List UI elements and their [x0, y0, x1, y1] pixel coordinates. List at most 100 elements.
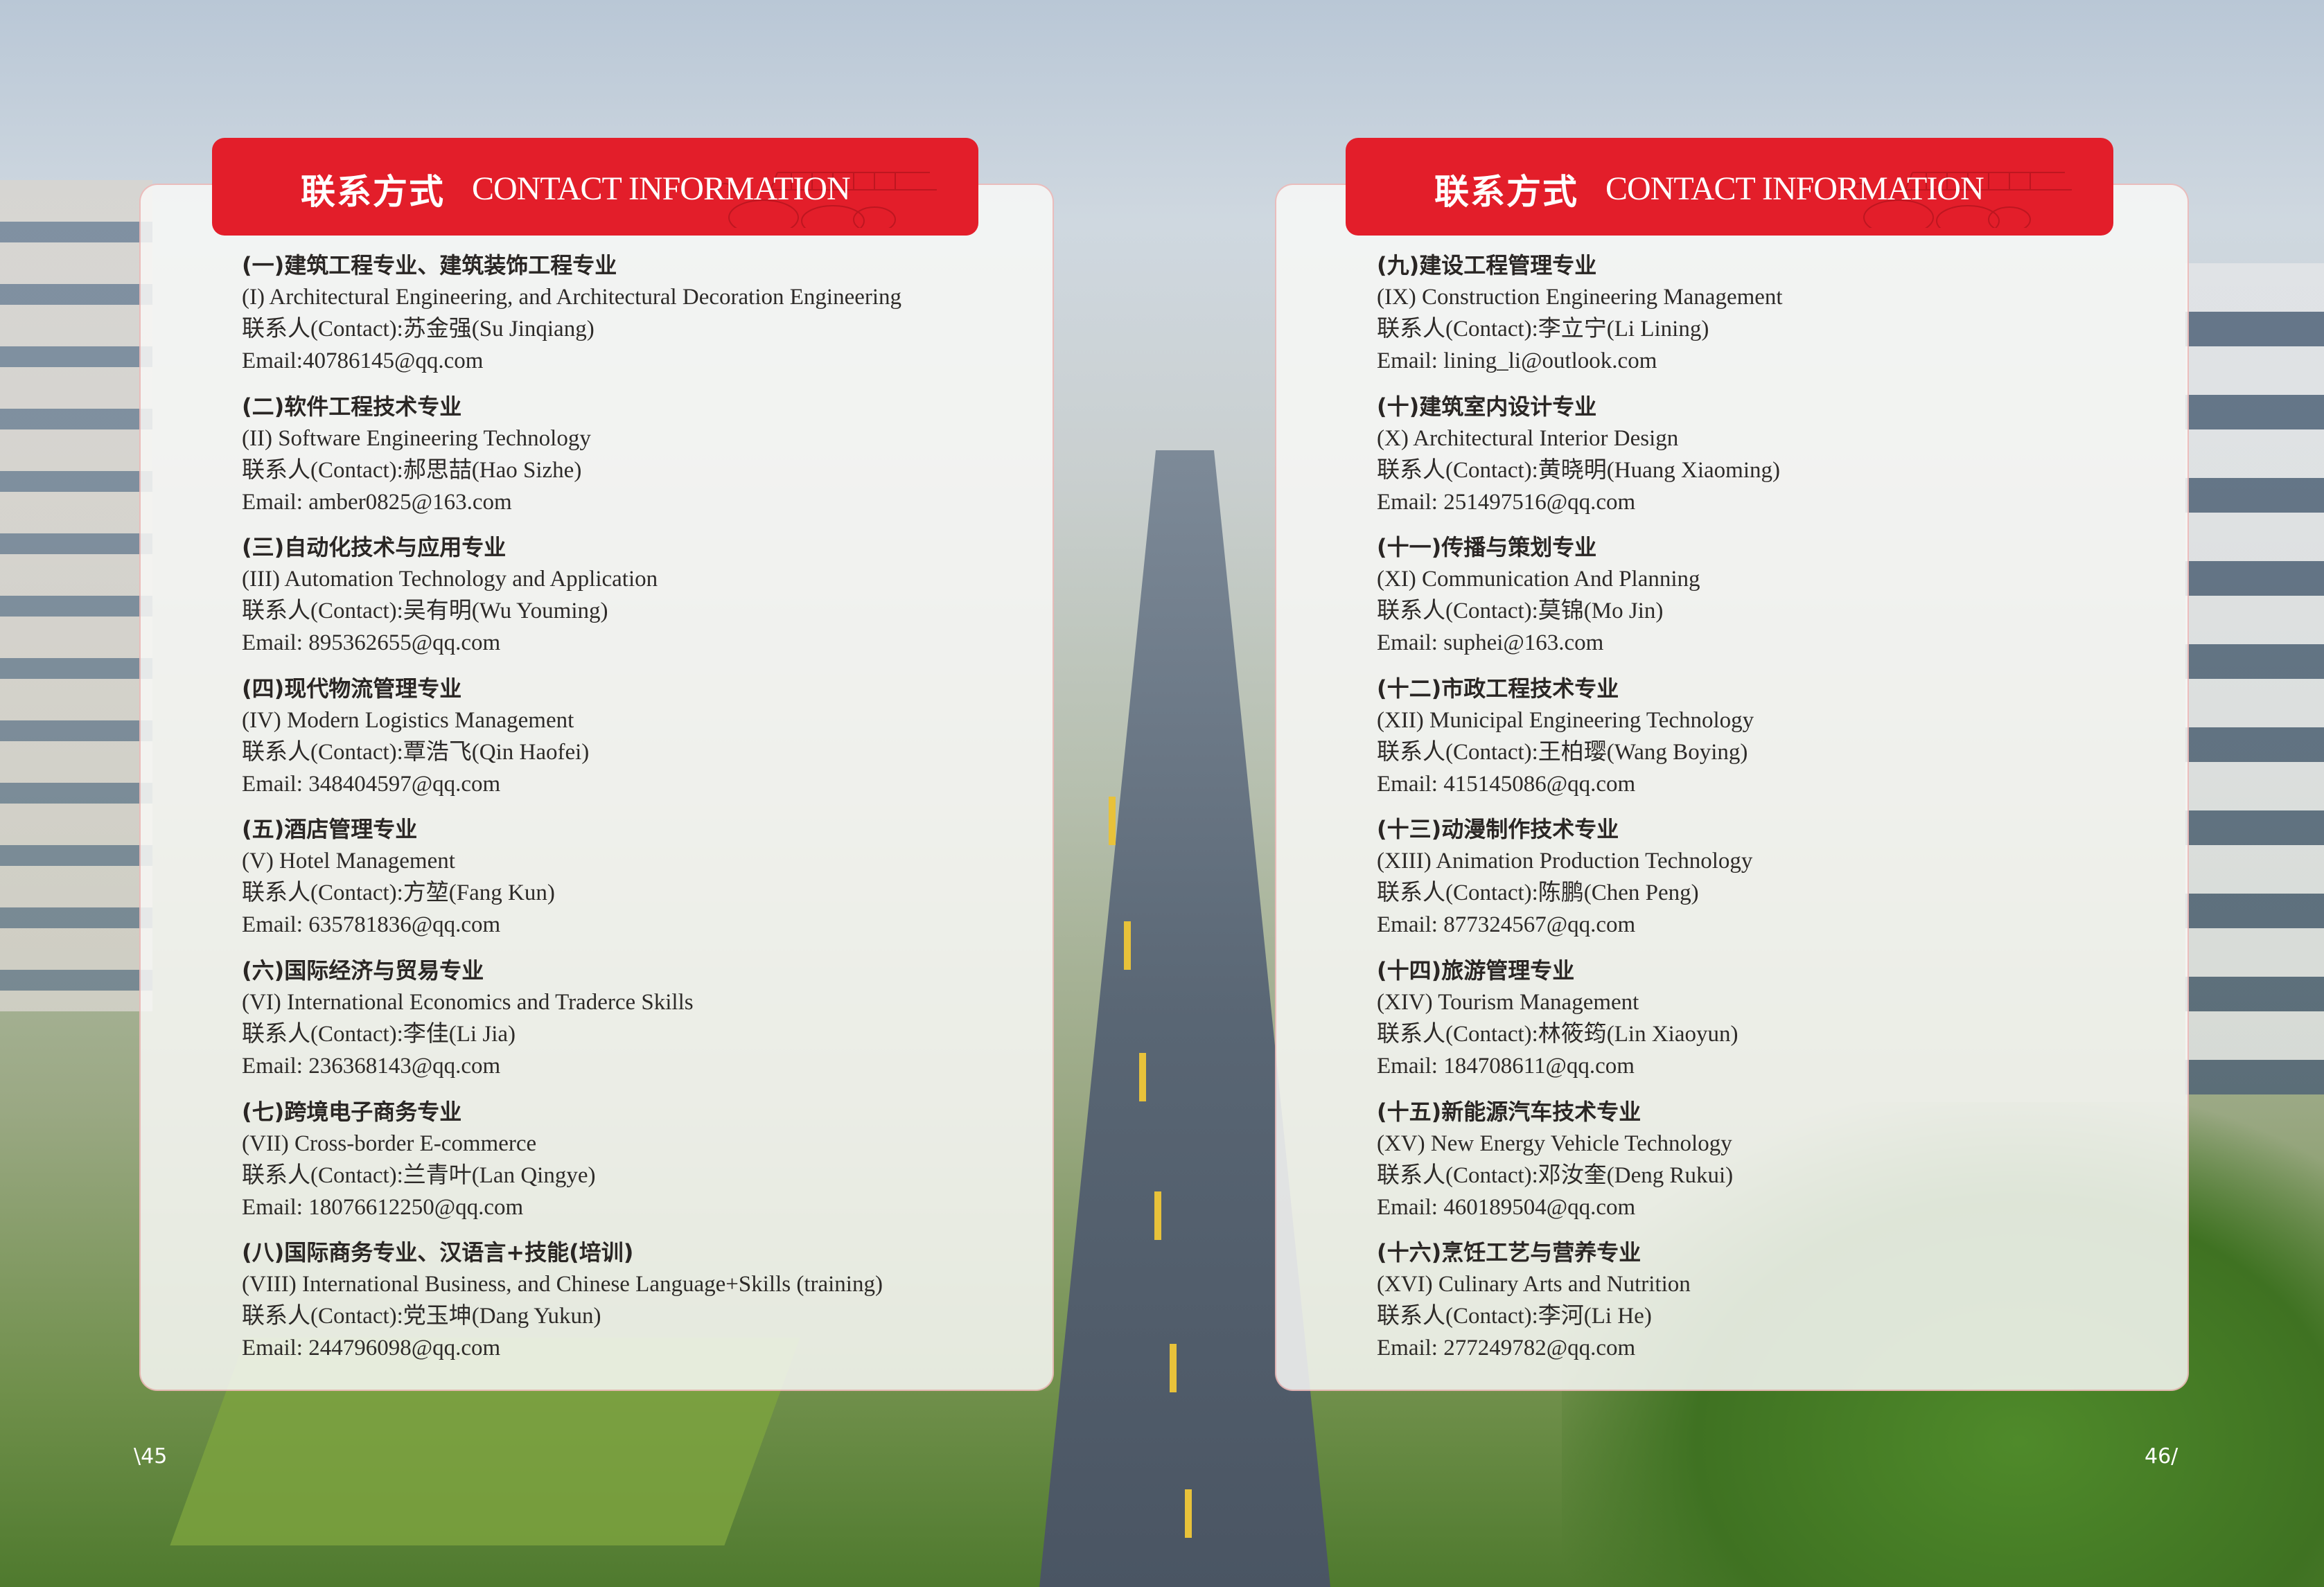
contact-person: 联系人(Contact):党玉坤(Dang Yukun) — [242, 1304, 601, 1329]
major-contact-section: (七)跨境电子商务专业 (VII) Cross-border E-commerce… — [242, 1096, 1108, 1223]
major-heading: (七)跨境电子商务专业 — [242, 1098, 462, 1125]
contact-email: Email: 277249782@qq.com — [1377, 1336, 1636, 1361]
major-contact-section: (十四)旅游管理专业 (XIV) Tourism Management 联系人(Co… — [1377, 955, 2243, 1082]
contact-email: Email: 244796098@qq.com — [242, 1336, 501, 1361]
contact-person: 联系人(Contact):郝思喆(Hao Sizhe) — [242, 457, 582, 483]
major-contact-section: (十)建筑室内设计专业 (X) Architectural Interior De… — [1377, 391, 2243, 518]
major-english-name: (VI) International Economics and Traderc… — [242, 990, 694, 1015]
contact-email: Email: amber0825@163.com — [242, 489, 512, 515]
header-title-en: CONTACT INFORMATION — [472, 170, 851, 207]
contact-email: Email: 184708611@qq.com — [1377, 1054, 1635, 1079]
major-english-name: (VIII) International Business, and Chine… — [242, 1272, 883, 1297]
contact-person: 联系人(Contact):林筱筠(Lin Xiaoyun) — [1377, 1022, 1738, 1047]
major-contact-section: (九)建设工程管理专业 (IX) Construction Engineering… — [1377, 249, 2243, 377]
contact-person: 联系人(Contact):苏金强(Su Jinqiang) — [242, 317, 595, 342]
major-heading: (十三)动漫制作技术专业 — [1377, 816, 1619, 843]
contact-person: 联系人(Contact):李立宁(Li Lining) — [1377, 317, 1709, 342]
contact-email: Email: 348404597@qq.com — [242, 771, 501, 797]
major-english-name: (XIV) Tourism Management — [1377, 990, 1639, 1015]
major-contact-section: (十五)新能源汽车技术专业 (XV) New Energy Vehicle Tec… — [1377, 1096, 2243, 1223]
right-contact-card — [1275, 184, 2189, 1391]
building-line-art-icon — [1849, 172, 2072, 228]
contact-email: Email: 415145086@qq.com — [1377, 771, 1636, 797]
contact-person: 联系人(Contact):邓汝奎(Deng Rukui) — [1377, 1162, 1734, 1188]
page-number-right: 46/ — [2145, 1444, 2178, 1469]
major-english-name: (VII) Cross-border E-commerce — [242, 1131, 537, 1156]
major-english-name: (XIII) Animation Production Technology — [1377, 849, 1753, 874]
major-contact-section: (十六)烹饪工艺与营养专业 (XVI) Culinary Arts and Nut… — [1377, 1236, 2243, 1364]
building-left — [0, 180, 152, 1011]
left-contact-card — [139, 184, 1054, 1391]
major-heading: (十四)旅游管理专业 — [1377, 957, 1575, 984]
right-header-banner: 联系方式 CONTACT INFORMATION — [1346, 138, 2113, 236]
major-english-name: (I) Architectural Engineering, and Archi… — [242, 285, 902, 310]
major-english-name: (IX) Construction Engineering Management — [1377, 285, 1783, 310]
major-english-name: (X) Architectural Interior Design — [1377, 425, 1679, 451]
page-number-left: \45 — [134, 1444, 168, 1469]
major-heading: (十五)新能源汽车技术专业 — [1377, 1098, 1641, 1125]
major-contact-section: (六)国际经济与贸易专业 (VI) International Economics… — [242, 955, 1108, 1082]
major-contact-section: (八)国际商务专业、汉语言+技能(培训) (VIII) International… — [242, 1236, 1108, 1364]
lane-marking — [1170, 1344, 1177, 1392]
major-contact-section: (十二)市政工程技术专业 (XII) Municipal Engineering … — [1377, 673, 2243, 800]
major-heading: (九)建设工程管理专业 — [1377, 252, 1597, 278]
contact-person: 联系人(Contact):李河(Li He) — [1377, 1304, 1652, 1329]
contact-email: Email: 460189504@qq.com — [1377, 1194, 1636, 1220]
contact-person: 联系人(Contact):兰青叶(Lan Qingye) — [242, 1162, 596, 1188]
major-contact-section: (十三)动漫制作技术专业 (XIII) Animation Production … — [1377, 813, 2243, 941]
contact-email: Email: 18076612250@qq.com — [242, 1194, 524, 1220]
contact-email: Email: 251497516@qq.com — [1377, 489, 1636, 515]
contact-email: Email: suphei@163.com — [1377, 630, 1604, 656]
major-contact-section: (二)软件工程技术专业 (II) Software Engineering Tec… — [242, 391, 1108, 518]
lane-marking — [1124, 921, 1131, 970]
major-heading: (六)国际经济与贸易专业 — [242, 957, 484, 984]
contact-person: 联系人(Contact):陈鹏(Chen Peng) — [1377, 880, 1699, 906]
major-heading: (十一)传播与策划专业 — [1377, 534, 1597, 561]
major-english-name: (XV) New Energy Vehicle Technology — [1377, 1131, 1732, 1156]
major-english-name: (XI) Communication And Planning — [1377, 567, 1700, 592]
major-english-name: (III) Automation Technology and Applicat… — [242, 567, 658, 592]
contact-person: 联系人(Contact):吴有明(Wu Youming) — [242, 599, 608, 624]
major-heading: (十二)市政工程技术专业 — [1377, 675, 1619, 702]
contact-person: 联系人(Contact):方堃(Fang Kun) — [242, 880, 555, 906]
lane-marking — [1109, 797, 1116, 845]
contact-person: 联系人(Contact):莫锦(Mo Jin) — [1377, 599, 1664, 624]
contact-email: Email:40786145@qq.com — [242, 348, 484, 373]
major-heading: (三)自动化技术与应用专业 — [242, 534, 507, 561]
header-title-zh: 联系方式 — [301, 172, 445, 212]
major-heading: (五)酒店管理专业 — [242, 816, 418, 843]
major-heading: (十六)烹饪工艺与营养专业 — [1377, 1239, 1641, 1266]
contact-email: Email: lining_li@outlook.com — [1377, 348, 1657, 373]
left-header-banner: 联系方式 CONTACT INFORMATION — [212, 138, 978, 236]
major-heading: (四)现代物流管理专业 — [242, 675, 462, 702]
major-heading: (八)国际商务专业、汉语言+技能(培训) — [242, 1239, 634, 1266]
major-contact-section: (十一)传播与策划专业 (XI) Communication And Planni… — [1377, 531, 2243, 659]
header-title-en: CONTACT INFORMATION — [1605, 170, 1984, 207]
contact-person: 联系人(Contact):黄晓明(Huang Xiaoming) — [1377, 457, 1780, 483]
major-english-name: (IV) Modern Logistics Management — [242, 707, 574, 733]
major-heading: (一)建筑工程专业、建筑装饰工程专业 — [242, 252, 617, 278]
major-english-name: (V) Hotel Management — [242, 849, 455, 874]
lane-marking — [1154, 1191, 1161, 1240]
header-title-zh: 联系方式 — [1434, 172, 1578, 212]
major-contact-section: (四)现代物流管理专业 (IV) Modern Logistics Managem… — [242, 673, 1108, 800]
building-right — [2185, 263, 2324, 1094]
contact-email: Email: 236368143@qq.com — [242, 1054, 501, 1079]
contact-email: Email: 895362655@qq.com — [242, 630, 501, 656]
major-contact-section: (五)酒店管理专业 (V) Hotel Management 联系人(Contact… — [242, 813, 1108, 941]
contact-email: Email: 877324567@qq.com — [1377, 912, 1636, 938]
building-line-art-icon — [714, 172, 937, 228]
major-english-name: (XII) Municipal Engineering Technology — [1377, 707, 1754, 733]
lane-marking — [1185, 1489, 1192, 1538]
major-heading: (二)软件工程技术专业 — [242, 393, 462, 420]
contact-person: 联系人(Contact):王柏璎(Wang Boying) — [1377, 739, 1748, 765]
major-contact-section: (三)自动化技术与应用专业 (III) Automation Technology… — [242, 531, 1108, 659]
major-contact-section: (一)建筑工程专业、建筑装饰工程专业 (I) Architectural Engi… — [242, 249, 1108, 377]
contact-person: 联系人(Contact):覃浩飞(Qin Haofei) — [242, 739, 590, 765]
lane-marking — [1139, 1053, 1146, 1101]
contact-email: Email: 635781836@qq.com — [242, 912, 501, 938]
contact-person: 联系人(Contact):李佳(Li Jia) — [242, 1022, 516, 1047]
major-english-name: (II) Software Engineering Technology — [242, 425, 591, 451]
major-english-name: (XVI) Culinary Arts and Nutrition — [1377, 1272, 1691, 1297]
major-heading: (十)建筑室内设计专业 — [1377, 393, 1597, 420]
